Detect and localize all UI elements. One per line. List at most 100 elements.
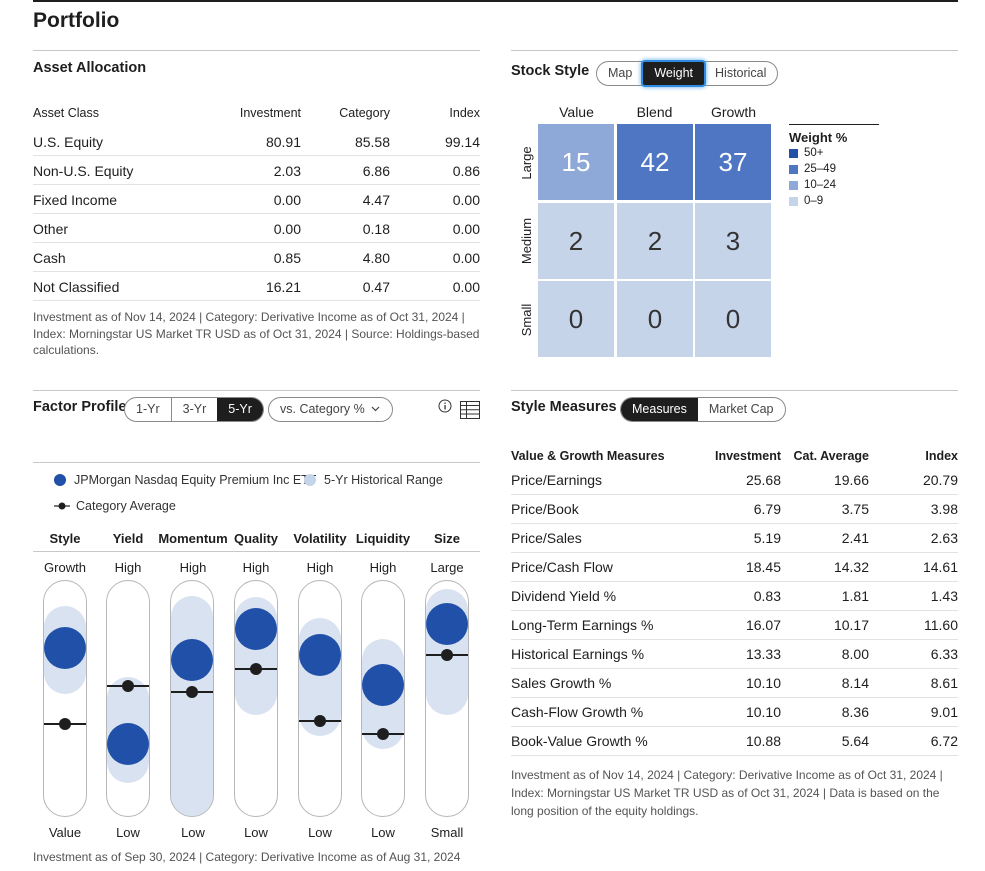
- weight-legend: Weight % 50+ 25–49 10–24 0–9: [789, 124, 879, 209]
- legend-item: 0–9: [789, 193, 879, 209]
- asset-class-name: Cash: [33, 250, 66, 266]
- legend-item: 50+: [789, 145, 879, 161]
- period-toggle: 1-Yr 3-Yr 5-Yr: [124, 397, 264, 422]
- category-value: 8.14: [841, 675, 869, 691]
- investment-value: 13.33: [745, 646, 781, 662]
- tab-measures[interactable]: Measures: [621, 398, 698, 421]
- category-average-marker: [122, 680, 134, 692]
- factor-high-label: High: [369, 560, 397, 575]
- style-row-large: Large: [519, 146, 534, 180]
- style-row-medium: Medium: [519, 217, 534, 265]
- measure-name: Cash-Flow Growth %: [511, 704, 644, 720]
- category-value: 2.41: [841, 530, 869, 546]
- table-header-row: Value & Growth Measures Investment Cat. …: [511, 447, 958, 466]
- category-value: 19.66: [833, 472, 869, 488]
- style-cell-medium-growth: 3: [695, 203, 771, 279]
- factor-low-label: Low: [244, 825, 268, 840]
- investment-value: 0.85: [273, 250, 301, 266]
- category-value: 8.36: [841, 704, 869, 720]
- category-value: 10.17: [833, 617, 869, 633]
- investment-value: 25.68: [745, 472, 781, 488]
- factor-high-label: Large: [430, 560, 464, 575]
- factor-volatility-label: Volatility: [293, 531, 347, 546]
- factor-low-label: Value: [48, 825, 82, 840]
- range-dot-icon: [304, 474, 316, 486]
- category-value: 4.80: [362, 250, 390, 266]
- index-value: 9.01: [930, 704, 958, 720]
- style-column-blend: Blend: [636, 104, 673, 120]
- factor-high-label: High: [114, 560, 142, 575]
- table-row: Book-Value Growth % 10.88 5.64 6.72: [511, 727, 958, 756]
- style-measures-toggle: Measures Market Cap: [620, 397, 786, 422]
- investment-value: 10.10: [745, 675, 781, 691]
- factor-liquidity-label: Liquidity: [355, 531, 411, 546]
- tab-weight[interactable]: Weight: [643, 62, 705, 85]
- table-row: Price/Earnings 25.68 19.66 20.79: [511, 466, 958, 495]
- tab-5-yr[interactable]: 5-Yr: [217, 398, 263, 421]
- index-value: 3.98: [930, 501, 958, 517]
- header-category: Category: [339, 106, 390, 120]
- factor-header-divider: [33, 551, 480, 552]
- asset-class-name: Not Classified: [33, 279, 120, 295]
- tab-historical[interactable]: Historical: [715, 66, 767, 80]
- measure-name: Sales Growth %: [511, 675, 612, 691]
- investment-value: 10.88: [745, 733, 781, 749]
- category-average-marker: [441, 649, 453, 661]
- style-column-growth: Growth: [710, 104, 757, 120]
- fund-marker: [44, 627, 86, 669]
- tab-3-yr[interactable]: 3-Yr: [170, 398, 218, 421]
- factor-low-label: Low: [181, 825, 205, 840]
- investment-value: 5.19: [753, 530, 781, 546]
- tab-market-cap[interactable]: Market Cap: [708, 402, 774, 416]
- asset-class-name: Other: [33, 221, 69, 237]
- investment-value: 0.00: [273, 221, 301, 237]
- legend-range: 5-Yr Historical Range: [304, 473, 443, 487]
- factor-quality-label: Quality: [233, 531, 279, 546]
- style-cell-large-value: 15: [538, 124, 614, 200]
- tab-1-yr[interactable]: 1-Yr: [136, 402, 160, 416]
- category-value: 85.58: [354, 134, 390, 150]
- style-cell-small-value: 0: [538, 281, 614, 357]
- legend-divider: [33, 462, 480, 463]
- table-row: Not Classified 16.21 0.47 0.00: [33, 272, 480, 301]
- header-index: Index: [449, 106, 480, 120]
- header-asset-class: Asset Class: [33, 106, 99, 120]
- style-cell-medium-value: 2: [538, 203, 614, 279]
- tab-map[interactable]: Map: [608, 66, 633, 80]
- fund-dot-icon: [54, 474, 66, 486]
- fund-marker: [299, 634, 341, 676]
- info-icon[interactable]: [438, 399, 452, 416]
- table-row: Fixed Income 0.00 4.47 0.00: [33, 185, 480, 214]
- category-average-icon: [54, 502, 70, 510]
- page-title: Portfolio: [33, 9, 120, 32]
- table-row: Long-Term Earnings % 16.07 10.17 11.60: [511, 611, 958, 640]
- table-row: Sales Growth % 10.10 8.14 8.61: [511, 669, 958, 698]
- investment-value: 80.91: [265, 134, 301, 150]
- category-value: 6.86: [362, 163, 390, 179]
- asset-class-name: U.S. Equity: [33, 134, 104, 150]
- table-row: Other 0.00 0.18 0.00: [33, 214, 480, 243]
- style-row-small: Small: [519, 303, 534, 337]
- table-icon[interactable]: [460, 401, 480, 422]
- factor-high-label: High: [306, 560, 334, 575]
- table-header-row: Asset Class Investment Category Index: [33, 100, 480, 127]
- style-cell-large-blend: 42: [617, 124, 693, 200]
- compare-dropdown[interactable]: vs. Category %: [268, 397, 393, 422]
- factor-track-style: [43, 580, 87, 817]
- fund-marker: [426, 603, 468, 645]
- fund-marker: [362, 664, 404, 706]
- top-rule: [33, 0, 958, 2]
- style-cell-medium-blend: 2: [617, 203, 693, 279]
- factor-track-yield: [106, 580, 150, 817]
- index-value: 14.61: [922, 559, 958, 575]
- chevron-down-icon: [369, 398, 388, 421]
- table-row: Historical Earnings % 13.33 8.00 6.33: [511, 640, 958, 669]
- fund-marker: [235, 608, 277, 650]
- table-row: Cash-Flow Growth % 10.10 8.36 9.01: [511, 698, 958, 727]
- investment-value: 16.21: [265, 279, 301, 295]
- index-value: 0.00: [452, 192, 480, 208]
- stock-style-title: Stock Style: [511, 63, 590, 79]
- investment-value: 10.10: [745, 704, 781, 720]
- investment-value: 0.00: [273, 192, 301, 208]
- measure-name: Book-Value Growth %: [511, 733, 648, 749]
